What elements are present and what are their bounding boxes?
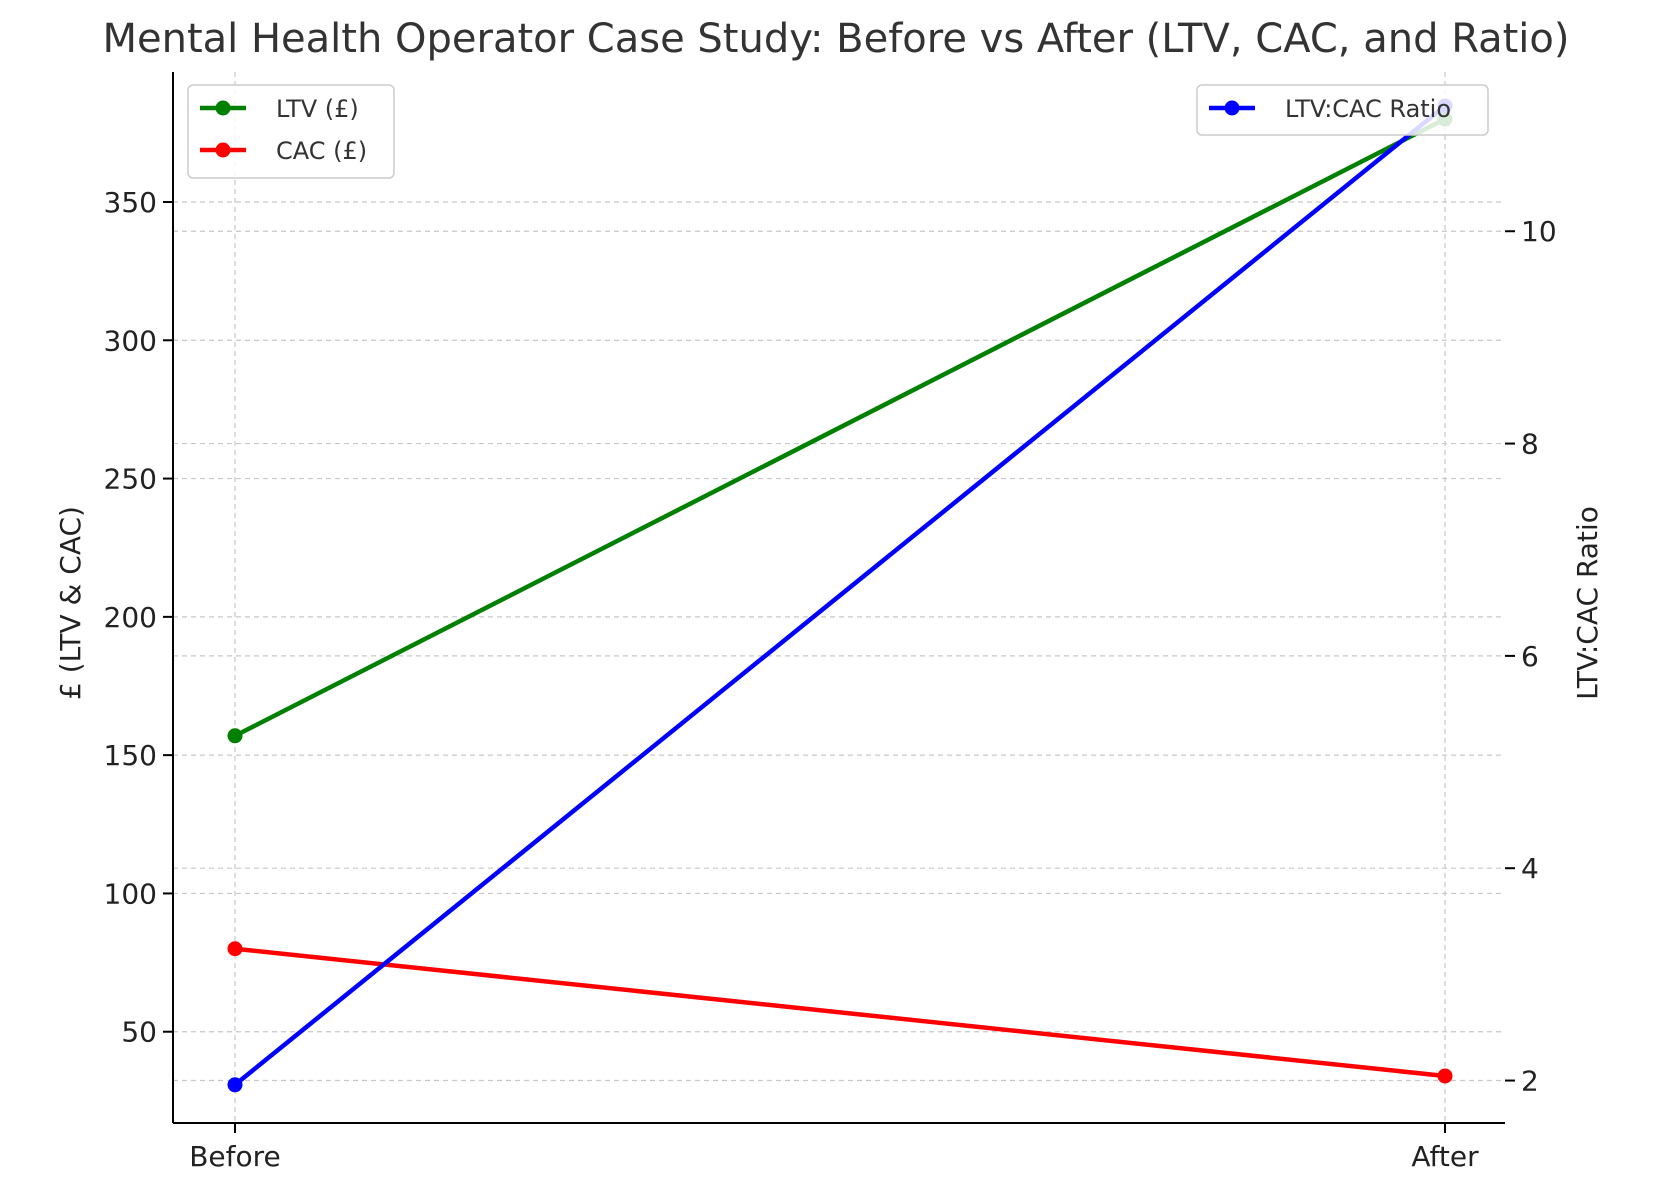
legend-marker	[215, 100, 231, 116]
y-tick-label-left: 350	[104, 186, 157, 219]
legend-marker	[215, 142, 231, 158]
series-line	[234, 946, 1446, 1079]
series-cac	[227, 941, 1453, 1084]
y-tick-label-right: 2	[1521, 1065, 1539, 1098]
legend-left: LTV (£) CAC (£)	[187, 84, 395, 179]
legend-right: LTV:CAC Ratio	[1196, 84, 1489, 136]
y-tick-label-left: 250	[104, 463, 157, 496]
data-point	[227, 941, 243, 957]
series-ltv-cac-ratio	[227, 98, 1453, 1093]
chart-title: Mental Health Operator Case Study: Befor…	[102, 16, 1569, 62]
x-tick-label: Before	[189, 1140, 281, 1173]
legend-label: LTV (£)	[276, 95, 359, 123]
y-tick-label-right: 8	[1521, 428, 1539, 461]
series	[227, 98, 1453, 1093]
data-point	[1437, 1068, 1453, 1084]
y-tick-label-left: 200	[104, 601, 157, 634]
series-ltv	[227, 111, 1453, 744]
legend-label: CAC (£)	[276, 137, 367, 165]
y-tick-label-left: 50	[121, 1016, 157, 1049]
series-line	[233, 104, 1447, 1087]
axes	[163, 72, 1515, 1133]
legend-marker	[1224, 100, 1240, 116]
y-tick-label-right: 6	[1521, 640, 1539, 673]
tick-labels: 50 100 150 200 250 300 350 2 4 6 8 10 Before After	[104, 186, 1557, 1173]
y-tick-label-left: 300	[104, 324, 157, 357]
grid	[173, 72, 1505, 1123]
y-axis-label-right: LTV:CAC Ratio	[1571, 506, 1604, 700]
series-line	[233, 117, 1447, 738]
legend-label: LTV:CAC Ratio	[1285, 95, 1451, 123]
data-point	[227, 728, 243, 744]
data-point	[227, 1077, 243, 1093]
y-tick-label-right: 4	[1521, 852, 1539, 885]
y-tick-label-right: 10	[1521, 215, 1557, 248]
legend-box	[1196, 84, 1489, 136]
y-axis-label-left: £ (LTV & CAC)	[54, 506, 87, 700]
y-tick-label-left: 150	[104, 739, 157, 772]
y-tick-label-left: 100	[104, 877, 157, 910]
x-tick-label: After	[1411, 1140, 1479, 1173]
